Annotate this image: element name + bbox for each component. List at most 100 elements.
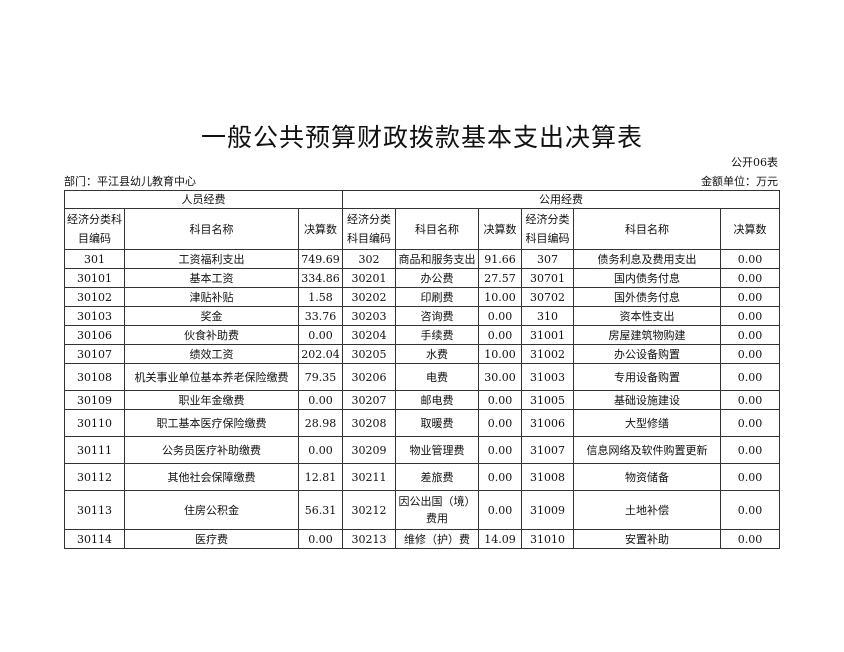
table-row: 30102 津贴补贴 1.58 30202 印刷费 10.00 30702 国外债务付息 0.0… [64,287,780,307]
cell-name: 医疗费 [124,529,299,549]
column-header-code: 经济分类科目编码 [521,208,574,250]
cell-amount: 27.57 [478,268,522,288]
cell-amount: 33.76 [298,306,343,326]
cell-name: 咨询费 [395,306,479,326]
cell-name: 基础设施建设 [573,390,721,410]
cell-code: 30106 [64,325,125,345]
column-header-name: 科目名称 [573,208,721,250]
cell-code: 310 [521,306,574,326]
table-row: 30101 基本工资 334.86 30201 办公费 27.57 30701 国内债务付息 0… [64,268,780,288]
table-row: 30106 伙食补助费 0.00 30204 手续费 0.00 31001 房屋建筑物购建 0.… [64,325,780,345]
cell-code: 30107 [64,344,125,364]
cell-code: 30208 [342,409,396,437]
cell-amount: 0.00 [298,390,343,410]
cell-amount: 0.00 [478,436,522,464]
cell-amount: 0.00 [478,409,522,437]
cell-code: 31009 [521,490,574,530]
group-header-public: 公用经费 [342,190,780,209]
cell-amount: 0.00 [720,436,780,464]
cell-name: 因公出国（境）费用 [395,490,479,530]
cell-amount: 0.00 [478,390,522,410]
cell-amount: 0.00 [478,490,522,530]
department-label: 部门：平江县幼儿教育中心 [64,175,196,188]
cell-amount: 202.04 [298,344,343,364]
cell-name: 电费 [395,363,479,391]
cell-code: 30207 [342,390,396,410]
cell-name: 奖金 [124,306,299,326]
amount-unit-label: 金额单位：万元 [701,175,778,188]
cell-name: 机关事业单位基本养老保险缴费 [124,363,299,391]
cell-code: 307 [521,249,574,269]
cell-code: 31010 [521,529,574,549]
cell-name: 其他社会保障缴费 [124,463,299,491]
column-header-name: 科目名称 [124,208,299,250]
expenditure-table: 人员经费 公用经费 经济分类科目编码 科目名称 决算数 经济分类科目编码 科目名… [64,190,780,549]
cell-code: 30101 [64,268,125,288]
cell-amount: 0.00 [478,463,522,491]
cell-code: 30702 [521,287,574,307]
cell-name: 工资福利支出 [124,249,299,269]
cell-code: 30113 [64,490,125,530]
table-row: 30111 公务员医疗补助缴费 0.00 30209 物业管理费 0.00 31007 信息网… [64,436,780,464]
cell-amount: 334.86 [298,268,343,288]
cell-name: 国外债务付息 [573,287,721,307]
cell-code: 30212 [342,490,396,530]
page-title: 一般公共预算财政拨款基本支出决算表 [200,123,643,152]
table-row: 30107 绩效工资 202.04 30205 水费 10.00 31002 办公设备购置 0.… [64,344,780,364]
cell-amount: 91.66 [478,249,522,269]
cell-amount: 1.58 [298,287,343,307]
cell-amount: 28.98 [298,409,343,437]
cell-code: 30109 [64,390,125,410]
cell-amount: 0.00 [720,325,780,345]
cell-code: 30114 [64,529,125,549]
cell-name: 津贴补贴 [124,287,299,307]
cell-name: 物业管理费 [395,436,479,464]
column-header-code: 经济分类科目编码 [64,208,125,250]
cell-name: 大型修缮 [573,409,721,437]
cell-code: 30205 [342,344,396,364]
column-header-amount: 决算数 [478,208,522,250]
cell-name: 印刷费 [395,287,479,307]
cell-code: 30701 [521,268,574,288]
cell-name: 绩效工资 [124,344,299,364]
form-number: 公开06表 [731,156,778,169]
cell-code: 30108 [64,363,125,391]
cell-name: 商品和服务支出 [395,249,479,269]
cell-name: 职业年金缴费 [124,390,299,410]
cell-code: 30211 [342,463,396,491]
cell-amount: 0.00 [298,529,343,549]
cell-amount: 0.00 [478,306,522,326]
cell-amount: 749.69 [298,249,343,269]
table-row: 30108 机关事业单位基本养老保险缴费 79.35 30206 电费 30.00 3100… [64,363,780,391]
table-row: 30109 职业年金缴费 0.00 30207 邮电费 0.00 31005 基础设施建设 0.… [64,390,780,410]
cell-amount: 30.00 [478,363,522,391]
column-header-amount: 决算数 [720,208,780,250]
cell-code: 30103 [64,306,125,326]
cell-amount: 10.00 [478,344,522,364]
cell-name: 维修（护）费 [395,529,479,549]
table-row: 30103 奖金 33.76 30203 咨询费 0.00 310 资本性支出 0.00 [64,306,780,326]
cell-code: 301 [64,249,125,269]
cell-amount: 0.00 [720,390,780,410]
cell-amount: 0.00 [720,409,780,437]
cell-code: 31008 [521,463,574,491]
cell-name: 国内债务付息 [573,268,721,288]
cell-name: 水费 [395,344,479,364]
cell-amount: 0.00 [720,268,780,288]
column-header-amount: 决算数 [298,208,343,250]
cell-code: 30202 [342,287,396,307]
cell-name: 信息网络及软件购置更新 [573,436,721,464]
cell-amount: 56.31 [298,490,343,530]
cell-name: 办公设备购置 [573,344,721,364]
cell-amount: 79.35 [298,363,343,391]
cell-code: 31006 [521,409,574,437]
cell-name: 资本性支出 [573,306,721,326]
column-header-code: 经济分类科目编码 [342,208,396,250]
cell-name: 安置补助 [573,529,721,549]
cell-code: 30112 [64,463,125,491]
cell-name: 物资储备 [573,463,721,491]
table-row: 301 工资福利支出 749.69 302 商品和服务支出 91.66 307 债务利息及费用… [64,249,780,269]
cell-name: 手续费 [395,325,479,345]
table-row: 30114 医疗费 0.00 30213 维修（护）费 14.09 31010 安置补助 0.0… [64,529,780,549]
cell-code: 31001 [521,325,574,345]
